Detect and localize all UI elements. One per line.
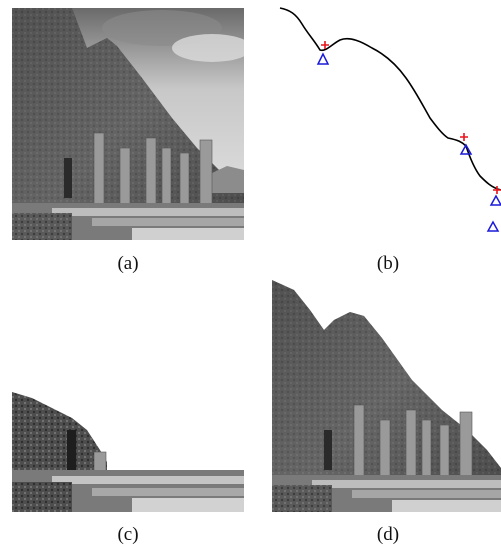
contour-plot [279, 7, 501, 232]
caption-b: (b) [376, 253, 400, 274]
panel-b-plot [272, 0, 501, 240]
caption-c: (c) [117, 524, 139, 545]
triangle-marker [486, 220, 500, 232]
cross-marker [460, 133, 468, 141]
panel-c-photo [12, 390, 244, 512]
marker-group-3 [489, 186, 501, 206]
segmented-lower-photo [12, 392, 244, 512]
marker-group-2 [459, 133, 473, 155]
marker-group-1 [316, 41, 330, 65]
segmented-mountain-photo [272, 280, 501, 512]
caption-a: (a) [117, 253, 139, 274]
triangle-marker [459, 143, 473, 155]
caption-d: (d) [376, 524, 400, 545]
cross-marker [493, 186, 501, 194]
cross-marker [321, 41, 329, 49]
mountain-ruins-photo [12, 8, 244, 240]
triangle-marker [316, 52, 330, 65]
panel-a-photo [12, 8, 244, 240]
triangle-marker [489, 194, 501, 206]
contour-curve [279, 7, 501, 191]
panel-d-photo [272, 280, 501, 512]
